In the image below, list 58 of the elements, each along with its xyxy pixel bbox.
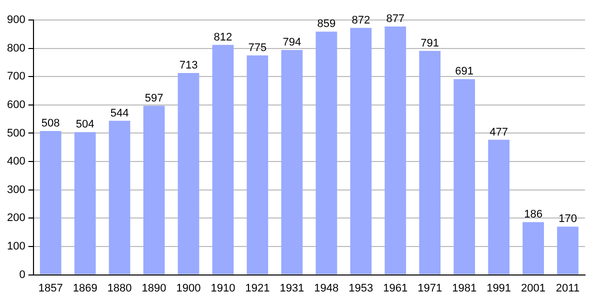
bar bbox=[143, 106, 165, 274]
bar bbox=[419, 50, 441, 274]
bar bbox=[40, 130, 62, 274]
y-tick-label: 300 bbox=[6, 184, 26, 196]
x-tick-label: 1890 bbox=[142, 282, 166, 294]
bar bbox=[108, 120, 130, 274]
y-tick-label: 200 bbox=[6, 212, 26, 224]
y-tick-label: 400 bbox=[6, 156, 26, 168]
data-label: 713 bbox=[179, 59, 198, 72]
data-label: 872 bbox=[352, 14, 370, 26]
bar bbox=[281, 50, 303, 274]
data-label: 812 bbox=[214, 31, 232, 44]
y-tick-label: 0 bbox=[19, 268, 26, 281]
y-tick-label: 900 bbox=[6, 14, 26, 26]
bar bbox=[522, 222, 544, 274]
y-tick-label: 600 bbox=[6, 98, 26, 111]
x-tick-label: 1921 bbox=[245, 282, 270, 294]
bar bbox=[384, 26, 406, 274]
bar bbox=[350, 28, 372, 274]
y-tick-label: 500 bbox=[6, 127, 26, 140]
x-tick-label: 1971 bbox=[418, 282, 442, 294]
bar bbox=[212, 44, 234, 274]
data-label: 775 bbox=[248, 42, 267, 54]
x-tick-label: 1910 bbox=[210, 282, 236, 294]
data-label: 859 bbox=[317, 18, 336, 30]
x-tick-label: 1953 bbox=[348, 282, 374, 294]
bar bbox=[557, 226, 578, 274]
x-tick-label: 1981 bbox=[452, 282, 477, 294]
data-label: 794 bbox=[282, 36, 302, 49]
data-label: 508 bbox=[41, 118, 60, 130]
data-label: 544 bbox=[110, 107, 129, 120]
data-label: 504 bbox=[76, 118, 94, 131]
x-tick-label: 1931 bbox=[280, 282, 304, 294]
data-label: 877 bbox=[386, 13, 405, 26]
x-tick-label: 1900 bbox=[176, 282, 201, 294]
y-tick-label: 800 bbox=[6, 42, 26, 54]
y-tick-label: 100 bbox=[6, 240, 26, 253]
x-tick-label: 1869 bbox=[72, 282, 98, 294]
bar bbox=[488, 140, 510, 274]
data-label: 477 bbox=[490, 126, 508, 138]
x-tick-label: 1991 bbox=[486, 282, 512, 294]
x-tick-label: 1857 bbox=[38, 282, 63, 294]
bar bbox=[246, 55, 268, 274]
x-tick-label: 1961 bbox=[383, 282, 408, 294]
x-tick-label: 2011 bbox=[556, 282, 580, 294]
bar bbox=[454, 79, 476, 274]
data-label: 791 bbox=[420, 37, 440, 50]
data-label: 170 bbox=[558, 213, 577, 226]
data-label: 186 bbox=[524, 208, 542, 221]
data-label: 691 bbox=[455, 66, 474, 78]
data-label: 597 bbox=[144, 92, 164, 104]
bar bbox=[178, 72, 200, 274]
x-tick-label: 2001 bbox=[521, 282, 546, 294]
y-tick-label: 700 bbox=[6, 70, 26, 83]
bar bbox=[316, 32, 338, 274]
bar bbox=[74, 132, 96, 274]
x-tick-label: 1880 bbox=[107, 282, 132, 294]
x-tick-label: 1948 bbox=[314, 282, 339, 294]
